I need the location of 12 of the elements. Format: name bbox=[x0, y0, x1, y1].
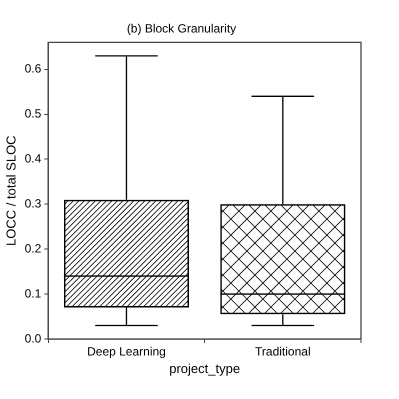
y-tick-label: 0.2 bbox=[24, 241, 42, 256]
x-axis-title: project_type bbox=[169, 360, 240, 376]
y-tick-label: 0.6 bbox=[24, 62, 42, 76]
y-tick-label: 0.4 bbox=[24, 152, 42, 166]
y-tick-label: 0.1 bbox=[24, 286, 42, 300]
chart-title: (b) Block Granularity bbox=[126, 22, 236, 36]
y-tick-label: 0.5 bbox=[24, 106, 42, 121]
x-tick-label: Traditional bbox=[255, 344, 311, 359]
y-tick-label: 0.3 bbox=[24, 196, 42, 210]
y-axis-title: LOCC / total SLOC bbox=[3, 135, 18, 246]
x-tick-label: Deep Learning bbox=[87, 344, 166, 359]
y-tick-label: 0.0 bbox=[24, 331, 42, 346]
